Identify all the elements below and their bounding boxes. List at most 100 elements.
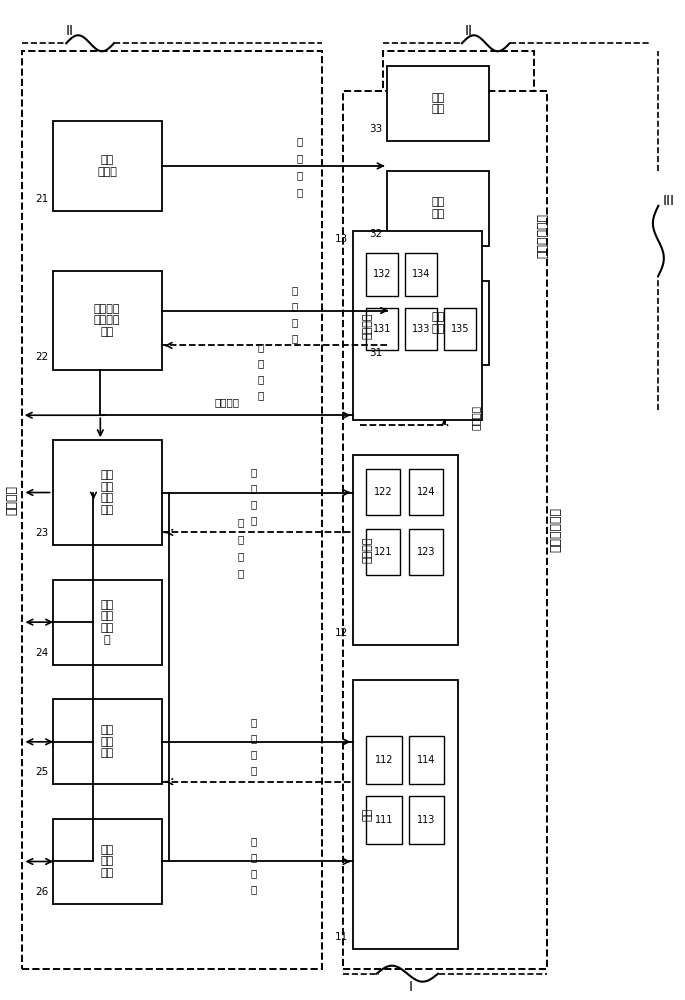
Text: 控: 控 — [251, 499, 257, 509]
Text: 控: 控 — [297, 170, 303, 180]
Text: 飞行
控制
模块: 飞行 控制 模块 — [101, 725, 114, 758]
Text: 摄像
机控
制模
块: 摄像 机控 制模 块 — [101, 600, 114, 645]
Text: 传感系统: 传感系统 — [363, 312, 373, 339]
Bar — [409, 736, 444, 784]
Bar — [384, 51, 534, 420]
Text: 信: 信 — [237, 517, 243, 527]
Text: 控制系统: 控制系统 — [5, 485, 18, 515]
Text: 云台
控制
模块: 云台 控制 模块 — [101, 845, 114, 878]
Text: II: II — [66, 24, 73, 38]
Text: 135: 135 — [451, 324, 469, 334]
Bar — [353, 680, 458, 949]
Text: 控: 控 — [251, 749, 257, 759]
Text: 114: 114 — [417, 755, 436, 765]
Bar — [406, 253, 436, 296]
Text: 馈: 馈 — [258, 390, 264, 400]
Bar — [366, 529, 401, 575]
Bar — [387, 171, 489, 246]
Text: 122: 122 — [374, 487, 393, 497]
Text: 12: 12 — [335, 628, 348, 638]
Text: 信: 信 — [258, 342, 264, 352]
Text: 21: 21 — [35, 194, 49, 204]
Text: 112: 112 — [375, 755, 393, 765]
Bar — [22, 51, 322, 969]
Text: 123: 123 — [416, 547, 435, 557]
Text: 32: 32 — [369, 229, 382, 239]
Text: 距离
传感
控制
模块: 距离 传感 控制 模块 — [101, 470, 114, 515]
Bar — [366, 469, 401, 515]
Text: 24: 24 — [35, 648, 49, 658]
Text: 111: 111 — [375, 815, 393, 825]
Text: 执: 执 — [251, 837, 257, 847]
Bar — [366, 796, 402, 844]
Text: 23: 23 — [35, 528, 49, 538]
Bar — [366, 253, 398, 296]
Text: 策: 策 — [292, 286, 298, 296]
Text: 制: 制 — [251, 515, 257, 525]
Text: 反: 反 — [258, 374, 264, 384]
Text: 馈: 馈 — [237, 568, 243, 578]
Text: 行: 行 — [251, 853, 257, 863]
Bar — [353, 231, 482, 420]
Bar — [409, 529, 443, 575]
Text: 行: 行 — [251, 484, 257, 494]
Text: 25: 25 — [35, 767, 49, 777]
Bar — [409, 469, 443, 515]
Bar — [53, 819, 162, 904]
Text: 动: 动 — [297, 153, 303, 163]
Text: 增益
天线: 增益 天线 — [432, 198, 445, 219]
Text: 反: 反 — [237, 551, 243, 561]
Text: 动力系统: 动力系统 — [363, 537, 373, 563]
Text: 13: 13 — [335, 234, 348, 244]
Text: 133: 133 — [412, 324, 430, 334]
Bar — [406, 308, 436, 350]
Text: 131: 131 — [373, 324, 391, 334]
Text: 无线通信系统: 无线通信系统 — [536, 213, 549, 258]
Text: 113: 113 — [417, 815, 436, 825]
Text: 制: 制 — [251, 884, 257, 894]
Bar — [342, 91, 547, 969]
Text: 机体: 机体 — [363, 808, 373, 821]
Text: 息: 息 — [258, 358, 264, 368]
Bar — [53, 121, 162, 211]
Bar — [53, 440, 162, 545]
Text: 控: 控 — [251, 868, 257, 878]
Text: 制: 制 — [297, 187, 303, 197]
Bar — [366, 308, 398, 350]
Text: 31: 31 — [369, 348, 382, 358]
Text: 132: 132 — [373, 269, 391, 279]
Bar — [353, 455, 458, 645]
Bar — [387, 66, 489, 141]
Text: II: II — [464, 24, 473, 38]
Text: 制: 制 — [251, 765, 257, 775]
Bar — [366, 736, 402, 784]
Bar — [53, 271, 162, 370]
Text: 行: 行 — [251, 733, 257, 743]
Text: 执: 执 — [251, 468, 257, 478]
Text: III: III — [662, 194, 675, 208]
Text: 图传
模块: 图传 模块 — [432, 93, 445, 114]
Text: 手持
遥控器: 手持 遥控器 — [97, 155, 117, 177]
Bar — [409, 796, 444, 844]
Text: 26: 26 — [35, 887, 49, 897]
Bar — [53, 580, 162, 665]
Text: 手: 手 — [297, 136, 303, 146]
Text: 多旋翼无人机: 多旋翼无人机 — [549, 507, 562, 552]
Text: 息: 息 — [237, 534, 243, 544]
Text: 11: 11 — [335, 932, 348, 942]
Bar — [53, 699, 162, 784]
Text: 控: 控 — [292, 317, 298, 327]
Text: 22: 22 — [35, 352, 49, 362]
Text: I: I — [409, 980, 413, 994]
Text: 制: 制 — [292, 333, 298, 343]
Text: 控制信号: 控制信号 — [214, 397, 239, 407]
Text: 33: 33 — [369, 124, 382, 134]
Text: 134: 134 — [412, 269, 430, 279]
Text: 略: 略 — [292, 302, 298, 312]
Text: 安装有主
控机的地
面站: 安装有主 控机的地 面站 — [94, 304, 121, 337]
Text: 信息反馈: 信息反馈 — [471, 405, 481, 430]
Text: 124: 124 — [416, 487, 435, 497]
Text: 121: 121 — [374, 547, 393, 557]
Bar — [387, 281, 489, 365]
Bar — [444, 308, 475, 350]
